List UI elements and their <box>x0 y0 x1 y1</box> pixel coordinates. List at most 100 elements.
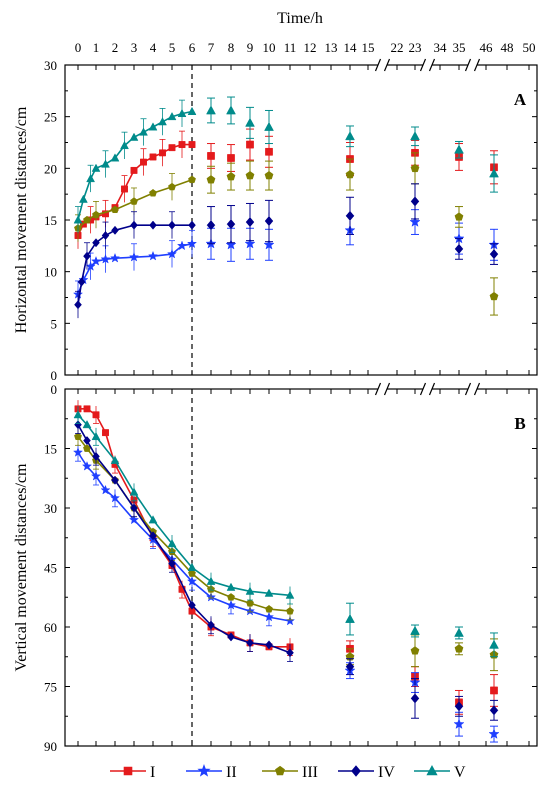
data-point <box>121 185 128 193</box>
data-point <box>265 640 273 650</box>
data-point <box>227 632 235 642</box>
data-point <box>226 582 236 591</box>
axis-break <box>422 59 433 71</box>
series-line <box>77 414 291 597</box>
data-point <box>489 168 499 178</box>
axis-break <box>422 383 433 395</box>
series-line <box>77 424 291 654</box>
y-tick-label: 30 <box>44 501 57 516</box>
data-point <box>489 291 499 301</box>
data-point <box>148 122 158 131</box>
legend-marker <box>197 764 211 777</box>
data-point <box>286 606 294 615</box>
data-point <box>345 169 355 179</box>
data-point <box>245 170 255 180</box>
y-tick-label: 15 <box>44 442 57 457</box>
data-point <box>410 693 420 704</box>
data-point <box>159 149 166 157</box>
x-tick-label: 8 <box>228 40 235 55</box>
data-point <box>83 436 91 446</box>
y-tick-label: 10 <box>44 265 57 280</box>
y-tick-label: 30 <box>44 58 57 73</box>
legend-label: IV <box>378 764 395 781</box>
data-point <box>345 661 355 672</box>
axis-break-mark <box>419 58 427 72</box>
data-point <box>168 144 176 152</box>
data-point <box>148 515 158 524</box>
data-point <box>178 141 186 149</box>
legend-label: I <box>150 764 155 781</box>
data-point <box>186 576 198 586</box>
y-axis-title: Horizontal movement distances/cm <box>13 106 30 333</box>
data-point <box>489 249 499 260</box>
y-tick-label: 5 <box>51 316 58 331</box>
data-point <box>110 455 120 464</box>
axis-break-mark <box>383 382 391 396</box>
data-point <box>284 615 296 626</box>
data-point <box>74 300 82 310</box>
legend-label: III <box>302 764 318 781</box>
data-point <box>81 460 93 471</box>
data-point <box>83 405 91 413</box>
data-point <box>149 153 157 161</box>
data-point <box>128 514 140 525</box>
data-point <box>147 250 159 261</box>
series-line <box>77 436 291 612</box>
data-point <box>168 558 176 569</box>
data-point <box>454 212 464 221</box>
y-tick-label: 75 <box>44 680 57 695</box>
data-point <box>129 487 139 496</box>
data-point <box>206 175 216 184</box>
data-point <box>177 108 187 118</box>
series-line <box>77 224 192 305</box>
x-tick-label: 1 <box>93 40 100 55</box>
data-point <box>149 220 157 230</box>
data-point <box>186 238 198 249</box>
data-point <box>246 599 254 607</box>
axis-break <box>467 383 478 395</box>
y-tick-label: 15 <box>44 213 57 228</box>
y-tick-label: 20 <box>44 161 57 176</box>
panel-label: A <box>514 90 527 109</box>
x-tick-label: 3 <box>131 40 138 55</box>
data-point <box>92 238 100 248</box>
data-point <box>245 117 255 127</box>
x-tick-label: 9 <box>247 40 254 55</box>
data-point <box>264 121 274 131</box>
legend-marker <box>351 765 361 777</box>
data-point <box>410 625 420 635</box>
data-point <box>226 219 236 230</box>
y-tick-label: 90 <box>44 739 57 754</box>
series-line <box>77 243 193 295</box>
data-point <box>410 196 420 207</box>
x-tick-label: 0 <box>75 40 82 55</box>
x-tick-label: 10 <box>263 40 276 55</box>
data-point <box>263 611 275 622</box>
data-point <box>345 613 355 623</box>
data-point <box>188 175 196 184</box>
x-tick-label: 5 <box>169 40 176 55</box>
plot-frame <box>64 64 538 376</box>
data-point <box>225 599 237 610</box>
data-point <box>409 216 421 227</box>
x-tick-label: 34 <box>434 40 448 55</box>
data-point <box>140 158 147 166</box>
data-point <box>286 648 294 658</box>
data-point <box>226 171 236 181</box>
data-point <box>285 590 295 599</box>
legend-marker <box>123 766 133 776</box>
data-point <box>226 105 236 115</box>
data-point <box>158 117 167 126</box>
data-point <box>345 210 355 221</box>
x-tick-label: 7 <box>208 40 215 55</box>
data-point <box>207 620 215 630</box>
axis-break-mark <box>473 58 481 72</box>
x-tick-label: 12 <box>304 40 317 55</box>
axis-break-mark <box>374 58 382 72</box>
data-point <box>454 627 464 637</box>
data-point <box>167 539 177 548</box>
data-point <box>90 255 102 266</box>
data-point <box>110 153 120 162</box>
data-point <box>489 639 499 649</box>
axis-break-mark <box>464 382 472 396</box>
